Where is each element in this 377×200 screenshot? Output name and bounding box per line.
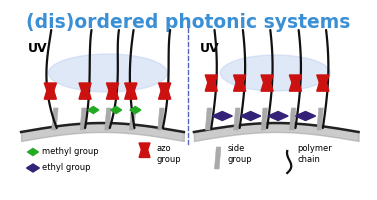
Text: polymer
chain: polymer chain bbox=[297, 144, 332, 164]
Polygon shape bbox=[212, 112, 232, 120]
Polygon shape bbox=[268, 112, 288, 120]
Polygon shape bbox=[79, 91, 91, 99]
Polygon shape bbox=[290, 83, 302, 91]
Text: side
group: side group bbox=[228, 144, 252, 164]
Polygon shape bbox=[296, 112, 316, 120]
Polygon shape bbox=[317, 108, 323, 130]
Text: (dis)ordered photonic systems: (dis)ordered photonic systems bbox=[26, 13, 351, 32]
Polygon shape bbox=[215, 147, 221, 169]
Polygon shape bbox=[159, 91, 171, 99]
Polygon shape bbox=[317, 83, 329, 91]
Polygon shape bbox=[205, 108, 212, 130]
Polygon shape bbox=[139, 143, 150, 150]
Polygon shape bbox=[88, 106, 99, 114]
Polygon shape bbox=[261, 108, 268, 130]
Polygon shape bbox=[261, 75, 273, 83]
Polygon shape bbox=[26, 164, 39, 172]
Polygon shape bbox=[52, 108, 58, 130]
Text: ethyl group: ethyl group bbox=[42, 164, 90, 172]
Ellipse shape bbox=[221, 55, 330, 91]
Polygon shape bbox=[261, 83, 273, 91]
Ellipse shape bbox=[49, 54, 167, 92]
Polygon shape bbox=[290, 108, 296, 130]
Polygon shape bbox=[106, 83, 119, 91]
Polygon shape bbox=[159, 83, 171, 91]
Polygon shape bbox=[44, 91, 57, 99]
Text: azo
group: azo group bbox=[156, 144, 181, 164]
Polygon shape bbox=[106, 91, 119, 99]
Polygon shape bbox=[79, 83, 91, 91]
Polygon shape bbox=[80, 108, 86, 130]
Polygon shape bbox=[234, 83, 246, 91]
Polygon shape bbox=[130, 106, 141, 114]
Polygon shape bbox=[44, 83, 57, 91]
Polygon shape bbox=[105, 108, 111, 130]
Polygon shape bbox=[234, 108, 240, 130]
Polygon shape bbox=[28, 148, 38, 156]
Text: UV: UV bbox=[28, 42, 47, 55]
Polygon shape bbox=[125, 91, 137, 99]
Polygon shape bbox=[241, 112, 261, 120]
Polygon shape bbox=[234, 75, 246, 83]
Polygon shape bbox=[125, 83, 137, 91]
Polygon shape bbox=[205, 83, 218, 91]
Polygon shape bbox=[317, 75, 329, 83]
Text: methyl group: methyl group bbox=[42, 148, 99, 156]
Polygon shape bbox=[111, 106, 122, 114]
Polygon shape bbox=[290, 75, 302, 83]
Polygon shape bbox=[129, 108, 136, 130]
Polygon shape bbox=[158, 108, 164, 130]
Polygon shape bbox=[139, 150, 150, 157]
Polygon shape bbox=[205, 75, 218, 83]
Text: UV: UV bbox=[199, 42, 219, 55]
